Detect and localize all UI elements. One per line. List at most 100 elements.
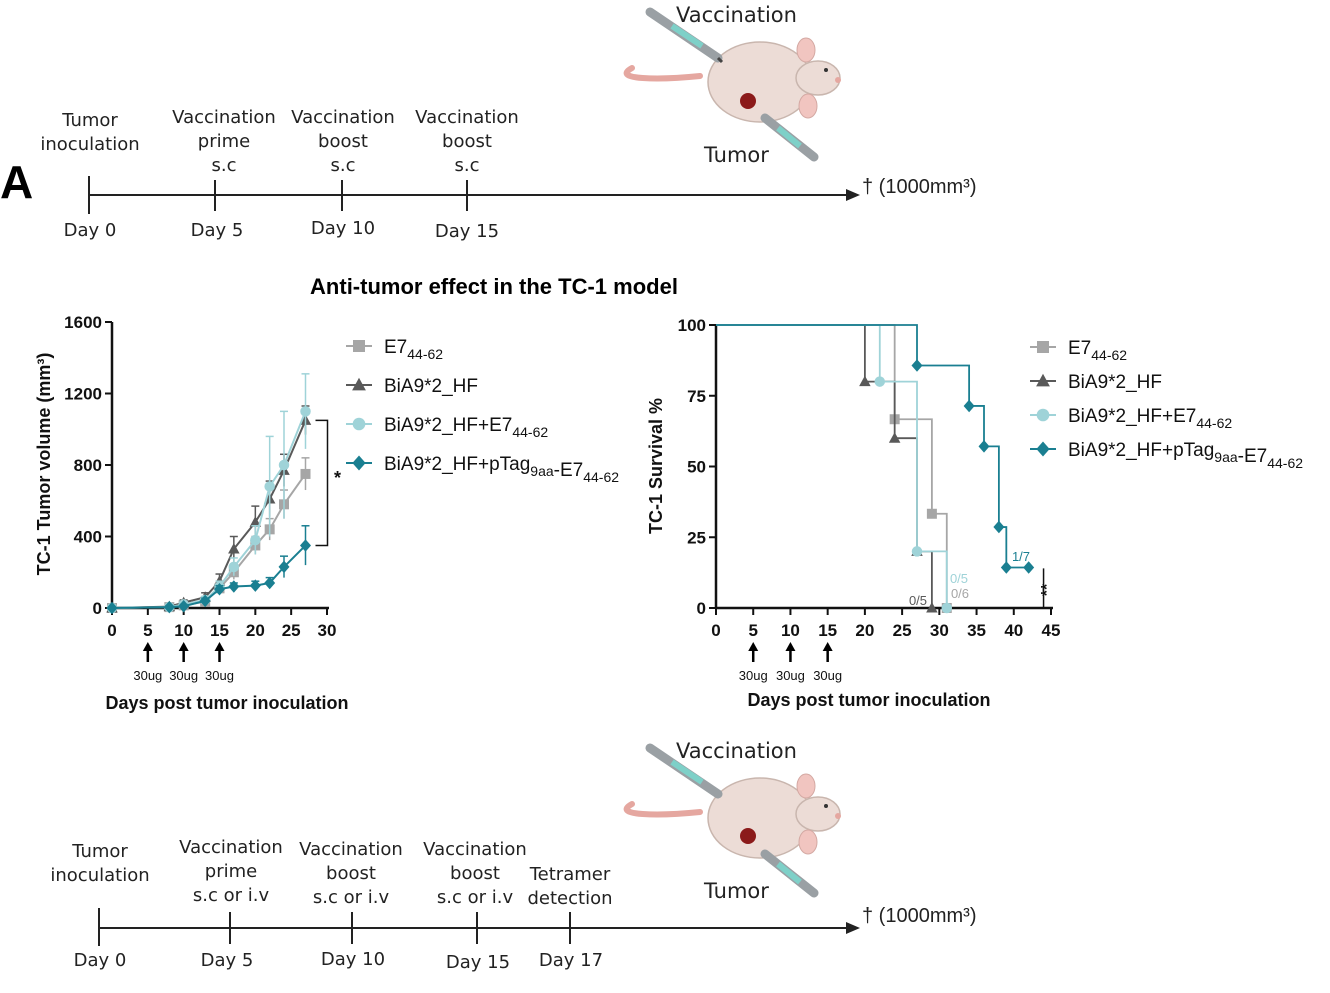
- data-point: [106, 601, 118, 615]
- x-tick-label: 20: [246, 621, 265, 640]
- legend-text: BiA9*2_HF: [384, 376, 478, 397]
- data-point: [178, 599, 190, 613]
- legend-marker: [352, 455, 366, 471]
- timeline-top-event-0: Tumor inoculation Day 0: [40, 110, 139, 241]
- x-tick-label: 40: [1004, 621, 1023, 640]
- x-tick-label: 30: [930, 621, 949, 640]
- legend-text: BiA9*2_HF+E7: [384, 415, 512, 436]
- legend-item-e7: E744-62: [346, 337, 443, 362]
- legend-item-bia_e7: BiA9*2_HF+E744-62: [346, 415, 548, 440]
- dose-label: 30ug: [813, 668, 842, 683]
- y-tick-label: 50: [687, 458, 706, 477]
- event-label: Tetramer: [529, 864, 611, 885]
- event-label: boost: [442, 131, 492, 152]
- tumor-volume-series: [106, 373, 329, 615]
- day-label: Day 0: [64, 220, 117, 241]
- data-point: [249, 579, 261, 592]
- legend-item-bia_e7: BiA9*2_HF+E744-62: [1030, 406, 1232, 431]
- mouse-label-vaccination: Vaccination: [676, 3, 797, 27]
- event-label: prime: [198, 131, 250, 152]
- legend-text: BiA9*2_HF+pTag: [384, 454, 530, 475]
- series-bia_e7: 0/5: [716, 324, 968, 614]
- event-label: inoculation: [50, 865, 149, 886]
- legend-subscript: 44-62: [583, 469, 619, 485]
- y-tick-label: 0: [93, 599, 102, 618]
- event-label: boost: [326, 863, 376, 884]
- legend-subscript: 44-62: [407, 346, 443, 362]
- series-line: [111, 419, 307, 609]
- mouse-illustration-top: Vaccination Tumor: [623, 3, 841, 167]
- syringe-icon: [645, 7, 724, 64]
- data-point: [874, 376, 886, 387]
- mouse-label-tumor: Tumor: [703, 143, 769, 167]
- data-point: [859, 375, 871, 387]
- day-label: Day 17: [539, 950, 603, 971]
- y-tick-label: 75: [687, 387, 706, 406]
- survival-xlabel: Days post tumor inoculation: [747, 690, 990, 710]
- data-point: [228, 580, 240, 593]
- x-tick-label: 5: [748, 621, 757, 640]
- survivor-count-label: 0/6: [951, 586, 969, 601]
- timeline-bottom-event-4: Tetramer detection Day 17: [527, 864, 612, 971]
- dose-label: 30ug: [205, 668, 234, 683]
- data-point: [911, 359, 923, 372]
- data-point: [264, 576, 276, 590]
- timeline-top: Tumor inoculation Day 0 Vaccination prim…: [40, 3, 976, 242]
- data-point: [300, 539, 311, 552]
- day-label: Day 0: [74, 950, 127, 971]
- series-bia_ptag: 1/7: [716, 324, 1035, 574]
- legend-marker: [352, 417, 366, 431]
- x-tick-label: 0: [107, 621, 116, 640]
- legend-subscript: 9aa: [530, 463, 554, 479]
- x-tick-label: 30: [318, 621, 337, 640]
- syringe-icon: [760, 849, 819, 898]
- dose-label: 30ug: [739, 668, 768, 683]
- dose-arrowhead: [822, 642, 833, 651]
- day-label: Day 10: [321, 949, 385, 970]
- data-point: [1023, 561, 1035, 574]
- legend-subscript: 44-62: [1196, 415, 1232, 431]
- x-tick-label: 10: [781, 621, 800, 640]
- legend-label: E744-62: [1068, 338, 1127, 363]
- tumor-volume-ylabel: TC-1 Tumor volume (mm³): [34, 353, 54, 576]
- legend-text: -E7: [554, 460, 584, 481]
- event-label: s.c or i.v: [437, 887, 514, 908]
- dose-arrowhead: [178, 642, 189, 651]
- data-point: [264, 481, 275, 492]
- legend-marker: [353, 340, 365, 352]
- timeline-top-endpoint: † (1000mm³): [862, 176, 976, 198]
- event-label: boost: [318, 131, 368, 152]
- x-tick-label: 25: [282, 621, 301, 640]
- section-title: Anti-tumor effect in the TC-1 model: [310, 274, 678, 299]
- data-point: [888, 432, 901, 443]
- event-label: Vaccination: [291, 107, 395, 128]
- x-tick-label: 20: [855, 621, 874, 640]
- y-tick-label: 100: [678, 316, 706, 335]
- event-label: Vaccination: [299, 839, 403, 860]
- data-point: [249, 516, 262, 527]
- event-label: s.c or i.v: [313, 887, 390, 908]
- legend-text: BiA9*2_HF+pTag: [1068, 440, 1214, 461]
- dose-arrowhead: [748, 642, 759, 651]
- dose-arrowhead: [214, 642, 225, 651]
- dose-label: 30ug: [169, 668, 198, 683]
- timeline-bottom: Tumor inoculation Day 0 Vaccination prim…: [50, 739, 976, 973]
- legend-text: BiA9*2_HF+E7: [1068, 406, 1196, 427]
- timeline-top-event-2: Vaccination boost s.c Day 10: [291, 107, 395, 239]
- day-label: Day 5: [191, 220, 244, 241]
- data-point: [199, 594, 211, 608]
- timeline-top-arrowhead: [846, 189, 860, 201]
- data-point: [250, 534, 261, 546]
- data-point: [228, 543, 240, 554]
- day-label: Day 10: [311, 218, 375, 239]
- data-point: [214, 582, 225, 596]
- survival-chart: 0 25 50 75 100 0 5 10 15 20 25 30 35 40 45 30ug 30ug 30ug…: [646, 316, 1060, 710]
- dose-label: 30ug: [133, 668, 162, 683]
- x-tick-label: 25: [893, 621, 912, 640]
- panel-label: A: [0, 156, 33, 208]
- series-bia: 0/5: [716, 324, 938, 613]
- significance-bracket: [315, 419, 329, 547]
- legend-text: BiA9*2_HF: [1068, 372, 1162, 393]
- data-point: [278, 459, 290, 471]
